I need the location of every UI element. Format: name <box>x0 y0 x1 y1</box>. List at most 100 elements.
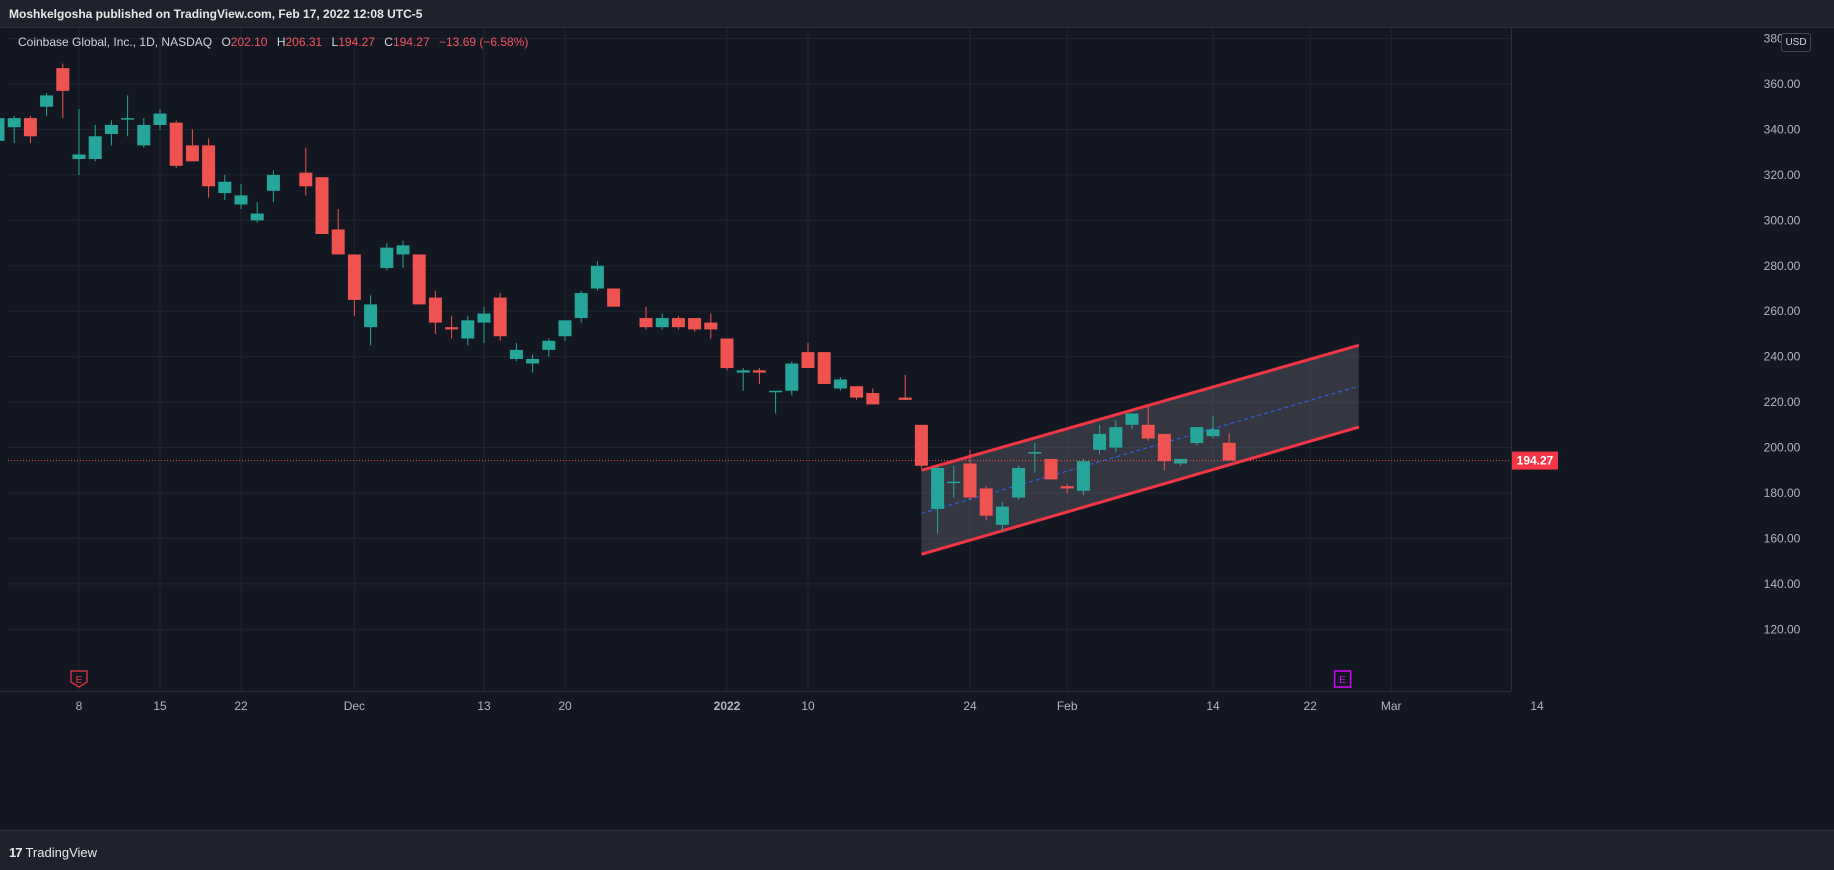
candle <box>1060 483 1074 493</box>
last-price-marker: 194.27 <box>8 451 1558 470</box>
candle <box>0 118 5 141</box>
candle-body <box>461 320 475 339</box>
candle <box>736 368 750 391</box>
candle <box>331 209 345 255</box>
candle <box>461 315 475 346</box>
candle <box>671 315 685 330</box>
candle-body <box>72 154 86 160</box>
candle-body <box>266 174 280 191</box>
candle <box>169 120 183 169</box>
price-tick-label: 360.00 <box>1764 77 1801 91</box>
candle-body <box>1206 429 1220 437</box>
time-tick-label: Mar <box>1381 699 1402 713</box>
candle-body <box>898 397 912 400</box>
candle <box>104 120 118 146</box>
tradingview-logo[interactable]: 17 TradingView <box>9 845 97 860</box>
time-tick-label: 20 <box>558 699 572 713</box>
candle-body <box>1060 486 1074 489</box>
candle <box>542 338 556 357</box>
candle-body <box>202 145 216 187</box>
candle <box>914 424 928 469</box>
candle <box>234 184 248 209</box>
candle <box>153 109 167 130</box>
time-tick-label: 13 <box>477 699 491 713</box>
candle-body <box>688 318 702 330</box>
candle-body <box>607 288 621 307</box>
candle <box>1157 433 1171 471</box>
tradingview-logo-icon: 17 <box>9 845 23 860</box>
candle-body <box>104 124 118 135</box>
candle <box>1093 424 1107 455</box>
symbol-name: Coinbase Global, Inc., 1D, NASDAQ <box>18 35 213 49</box>
candle-body <box>850 386 864 398</box>
candle <box>558 320 572 341</box>
price-tick-label: 200.00 <box>1764 441 1801 455</box>
candle-body <box>250 213 264 221</box>
candle-body <box>137 124 151 146</box>
last-price-badge <box>1512 451 1558 470</box>
grid <box>8 28 1538 691</box>
candle <box>785 361 799 396</box>
candle-body <box>1174 458 1188 464</box>
candle-body <box>315 177 329 234</box>
candle <box>88 124 102 162</box>
channel-upper-line <box>920 343 1360 472</box>
time-tick-label: Feb <box>1057 699 1078 713</box>
tradingview-logo-text: TradingView <box>25 845 98 860</box>
candle <box>250 202 264 223</box>
price-tick-label: 260.00 <box>1764 304 1801 318</box>
price-axis-bg <box>1511 28 1834 691</box>
earnings-label: E <box>76 675 83 686</box>
candle-body <box>23 118 37 137</box>
candle-body <box>558 320 572 337</box>
candle <box>202 138 216 198</box>
open-label: O <box>221 35 231 49</box>
price-tick-label: 340.00 <box>1764 122 1801 136</box>
change-value: −13.69 (−6.58%) <box>439 35 529 49</box>
candle-body <box>655 318 669 328</box>
candle-body <box>1125 413 1139 425</box>
publisher-line: Moshkelgosha published on TradingView.co… <box>9 7 423 21</box>
candle <box>995 502 1009 532</box>
candle-body <box>1190 427 1204 444</box>
candle-body <box>833 379 847 389</box>
earnings-event-icon[interactable]: E <box>1333 670 1352 688</box>
price-tick-label: 220.00 <box>1764 395 1801 409</box>
price-chart[interactable]: 120.00 140.00 160.00 180.00 200.00 220.00 240.… <box>0 28 1834 830</box>
candle-body <box>526 358 540 364</box>
candle <box>477 306 491 344</box>
candle <box>817 352 831 384</box>
candle <box>1028 443 1042 473</box>
candle-body <box>185 145 199 162</box>
close-label: C <box>384 35 393 49</box>
low-value: 194.27 <box>338 35 375 49</box>
candle-body <box>493 297 507 337</box>
candle-body <box>979 488 993 516</box>
candle-body <box>785 363 799 391</box>
candle-body <box>1012 468 1026 498</box>
candle <box>1012 465 1026 500</box>
candle-body <box>121 118 135 120</box>
candle <box>40 93 54 116</box>
candle-body <box>1157 433 1171 462</box>
candle-body <box>0 118 5 141</box>
candle-body <box>1141 424 1155 439</box>
candle <box>898 374 912 400</box>
candle <box>137 118 151 148</box>
candle <box>704 313 718 339</box>
candle-body <box>1076 461 1090 491</box>
earnings-event-icon[interactable]: E <box>70 670 88 688</box>
candle-body <box>380 247 394 269</box>
candle <box>299 147 313 196</box>
candle-body <box>509 349 523 359</box>
candle <box>931 465 945 534</box>
candle <box>1141 406 1155 441</box>
candle <box>380 243 394 271</box>
candle <box>574 290 588 323</box>
candle-body <box>866 393 880 405</box>
currency-button[interactable]: USD <box>1781 33 1811 52</box>
time-tick-label: 2022 <box>714 699 741 713</box>
price-tick-label: 160.00 <box>1764 531 1801 545</box>
candle <box>509 343 523 362</box>
candle-body <box>817 352 831 384</box>
